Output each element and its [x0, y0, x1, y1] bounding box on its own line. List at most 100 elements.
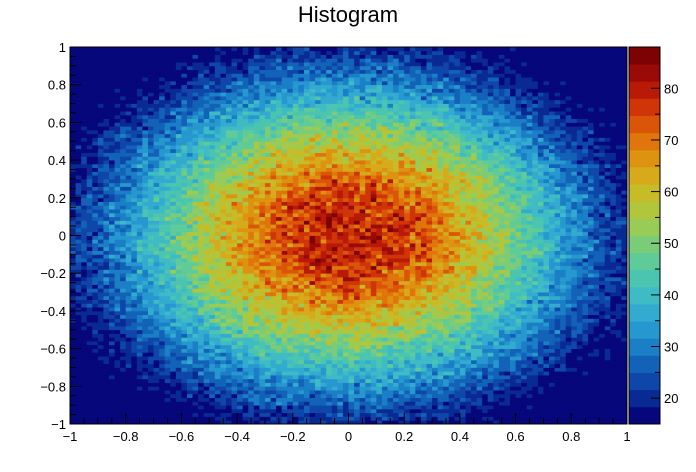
heatmap-cell — [248, 254, 255, 259]
heatmap-cell — [437, 393, 444, 399]
heatmap-cell — [303, 325, 310, 331]
heatmap-cell — [264, 284, 271, 289]
heatmap-cell — [588, 352, 594, 357]
heatmap-cell — [292, 303, 299, 308]
heatmap-cell — [81, 261, 88, 267]
heatmap-cell — [225, 412, 232, 417]
heatmap-cell — [437, 390, 444, 395]
heatmap-cell — [515, 243, 522, 248]
heatmap-cell — [543, 374, 550, 380]
heatmap-cell — [320, 273, 327, 278]
heatmap-cell — [164, 299, 171, 304]
heatmap-cell — [482, 352, 489, 357]
heatmap-cell — [604, 341, 611, 346]
heatmap-cell — [153, 348, 160, 353]
heatmap-cell — [415, 341, 422, 346]
heatmap-cell — [164, 235, 171, 240]
heatmap-cell — [576, 276, 583, 282]
heatmap-cell — [576, 307, 583, 312]
heatmap-cell — [97, 250, 104, 255]
heatmap-cell — [420, 258, 427, 263]
heatmap-cell — [86, 363, 93, 368]
heatmap-cell — [549, 322, 555, 327]
heatmap-cell — [186, 307, 193, 312]
heatmap-cell — [376, 246, 383, 251]
heatmap-cell — [387, 318, 394, 323]
heatmap-cell — [576, 288, 583, 293]
heatmap-cell — [81, 401, 88, 406]
heatmap-cell — [604, 329, 611, 334]
heatmap-cell — [370, 322, 377, 327]
heatmap-cell — [493, 288, 500, 293]
heatmap-cell — [554, 243, 561, 248]
heatmap-cell — [487, 295, 494, 300]
heatmap-cell — [576, 386, 583, 391]
heatmap-cell — [170, 397, 177, 402]
heatmap-cell — [270, 397, 277, 402]
heatmap-cell — [209, 378, 216, 383]
heatmap-cell — [543, 273, 550, 278]
heatmap-cell — [448, 416, 455, 421]
heatmap-cell — [153, 299, 160, 304]
heatmap-cell — [303, 265, 310, 270]
heatmap-cell — [103, 356, 110, 361]
heatmap-cell — [465, 363, 472, 368]
heatmap-cell — [381, 359, 388, 365]
heatmap-cell — [543, 352, 550, 357]
heatmap-cell — [209, 412, 216, 417]
heatmap-cell — [398, 341, 405, 346]
heatmap-cell — [114, 356, 121, 361]
heatmap-cell — [465, 359, 472, 365]
heatmap-cell — [147, 318, 154, 323]
heatmap-cell — [231, 356, 238, 361]
heatmap-cell — [270, 261, 277, 267]
heatmap-cell — [420, 405, 427, 410]
heatmap-cell — [97, 329, 104, 334]
heatmap-cell — [593, 239, 600, 244]
heatmap-cell — [81, 374, 88, 380]
heatmap-cell — [231, 250, 238, 255]
heatmap-cell — [136, 397, 143, 402]
heatmap-cell — [348, 412, 355, 417]
heatmap-cell — [175, 378, 182, 383]
heatmap-cell — [248, 325, 255, 331]
heatmap-cell — [404, 378, 411, 383]
heatmap-cell — [309, 333, 316, 338]
heatmap-cell — [253, 280, 260, 285]
heatmap-cell — [454, 329, 461, 334]
heatmap-cell — [498, 371, 505, 376]
heatmap-cell — [186, 265, 193, 270]
heatmap-cell — [521, 292, 528, 297]
heatmap-cell — [521, 254, 528, 259]
heatmap-cell — [81, 269, 88, 274]
heatmap-cell — [420, 386, 427, 391]
heatmap-cell — [537, 318, 544, 323]
heatmap-cell — [560, 401, 567, 406]
heatmap-cell — [81, 273, 88, 278]
heatmap-cell — [192, 367, 199, 372]
heatmap-cell — [326, 382, 333, 387]
heatmap-cell — [476, 310, 483, 316]
heatmap-cell — [153, 310, 160, 316]
heatmap-cell — [153, 420, 160, 425]
heatmap-cell — [409, 374, 416, 380]
heatmap-cell — [437, 276, 444, 282]
heatmap-cell — [225, 352, 232, 357]
heatmap-cell — [359, 371, 366, 376]
heatmap-cell — [393, 412, 400, 417]
heatmap-cell — [393, 393, 400, 399]
heatmap-cell — [571, 261, 578, 267]
heatmap-cell — [153, 374, 160, 380]
heatmap-cell — [281, 318, 288, 323]
heatmap-cell — [259, 269, 266, 274]
heatmap-cell — [186, 390, 193, 395]
heatmap-cell — [337, 250, 344, 255]
heatmap-cell — [198, 333, 205, 338]
heatmap-cell — [437, 401, 444, 406]
heatmap-cell — [621, 299, 628, 304]
heatmap-cell — [471, 258, 478, 263]
heatmap-cell — [415, 382, 422, 387]
heatmap-cell — [576, 356, 583, 361]
heatmap-cell — [276, 284, 283, 289]
heatmap-cell — [565, 344, 572, 349]
